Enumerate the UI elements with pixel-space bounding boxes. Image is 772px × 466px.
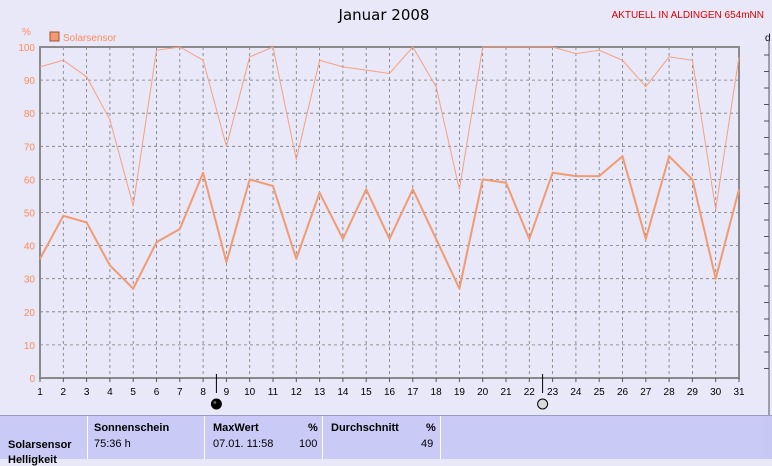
- durchschnitt-unit: %: [426, 422, 436, 434]
- x-tick-label: 25: [594, 387, 606, 398]
- x-tick-label: 17: [407, 387, 419, 398]
- x-tick-label: 30: [710, 387, 722, 398]
- chart: Januar 2008 AKTUELL IN ALDINGEN 654mNN S…: [0, 0, 772, 415]
- legend-label: Solarsensor: [63, 33, 117, 44]
- x-tick-label: 1: [37, 387, 43, 398]
- maxwert-cell: MaxWert % 07.01. 11:58 100: [205, 416, 323, 459]
- row-label: Solarsensor: [8, 439, 72, 451]
- x-tick-label: 23: [547, 387, 559, 398]
- x-tick-label: 24: [570, 387, 582, 398]
- x-tick-label: 5: [130, 387, 136, 398]
- y-tick-label: 100: [18, 43, 35, 54]
- x-tick-label: 10: [244, 387, 256, 398]
- y-tick-label: 10: [24, 341, 36, 352]
- sunshine-value: 75:36 h: [94, 438, 131, 450]
- sunshine-header: Sonnenschein: [94, 422, 169, 434]
- durchschnitt-value: 49: [421, 438, 433, 450]
- x-tick-label: 29: [687, 387, 699, 398]
- x-tick-label: 19: [454, 387, 466, 398]
- y-tick-label: 20: [24, 308, 36, 319]
- full-moon-icon: [538, 399, 548, 409]
- x-tick-label: 8: [200, 387, 206, 398]
- y-tick-label: 90: [24, 76, 36, 87]
- y-tick-label: 40: [24, 242, 36, 253]
- y-ticks: 0 10 20 30 40 50 60 70 80 90 100: [18, 43, 35, 385]
- x-tick-label: 12: [291, 387, 303, 398]
- x-tick-label: 6: [154, 387, 160, 398]
- stats-table: Solarsensor Helligkeit Sonnenschein 75:3…: [0, 415, 772, 459]
- x-tick-label: 4: [107, 387, 113, 398]
- x-tick-label: 31: [733, 387, 745, 398]
- x-tick-label: 13: [314, 387, 326, 398]
- x-tick-label: 7: [177, 387, 183, 398]
- x-tick-label: 18: [431, 387, 443, 398]
- sunshine-cell: Sonnenschein 75:36 h: [88, 416, 205, 459]
- moon-markers: [211, 374, 547, 409]
- y-axis-unit: %: [22, 27, 31, 38]
- right-axis-unit: d: [765, 33, 771, 44]
- x-tick-label: 3: [84, 387, 90, 398]
- maxwert-date: 07.01. 11:58: [213, 438, 273, 450]
- row-label-cell: Solarsensor Helligkeit: [0, 416, 88, 459]
- x-tick-label: 9: [224, 387, 230, 398]
- x-tick-label: 2: [61, 387, 67, 398]
- location-alert: AKTUELL IN ALDINGEN 654mNN: [612, 10, 764, 21]
- chart-title: Januar 2008: [338, 6, 430, 24]
- x-tick-label: 28: [664, 387, 676, 398]
- x-tick-label: 14: [337, 387, 349, 398]
- y-tick-label: 30: [24, 275, 36, 286]
- y-tick-label: 80: [24, 109, 36, 120]
- maxwert-unit: %: [308, 422, 318, 434]
- x-tick-label: 22: [524, 387, 536, 398]
- empty-cell: [441, 416, 763, 459]
- x-tick-label: 26: [617, 387, 629, 398]
- x-tick-label: 11: [268, 387, 279, 398]
- x-tick-label: 27: [640, 387, 652, 398]
- new-moon-highlight: [214, 401, 217, 404]
- row-label-2: Helligkeit: [8, 454, 57, 466]
- right-axis-ticks: [764, 41, 769, 415]
- y-tick-label: 70: [24, 142, 36, 153]
- x-tick-label: 21: [500, 387, 512, 398]
- x-tick-label: 16: [384, 387, 396, 398]
- legend-swatch: [50, 32, 59, 41]
- maxwert-header: MaxWert: [213, 422, 259, 434]
- maxwert-value: 100: [299, 438, 317, 450]
- y-tick-label: 50: [24, 209, 36, 220]
- x-tick-label: 20: [477, 387, 489, 398]
- x-tick-label: 15: [361, 387, 373, 398]
- durchschnitt-cell: Durchschnitt % 49: [323, 416, 441, 459]
- new-moon-icon: [211, 399, 221, 409]
- y-tick-label: 60: [24, 175, 36, 186]
- durchschnitt-header: Durchschnitt: [331, 422, 399, 434]
- y-tick-label: 0: [29, 374, 35, 385]
